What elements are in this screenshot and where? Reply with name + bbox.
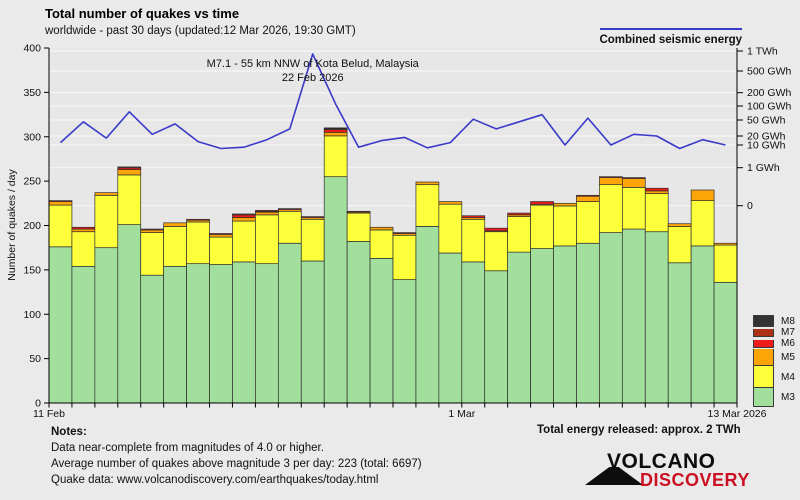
svg-text:0: 0 bbox=[747, 200, 753, 212]
legend-item-m4: M4 bbox=[753, 366, 795, 388]
notes-line-3: Quake data: www.volcanodiscovery.com/ear… bbox=[51, 474, 379, 486]
svg-text:200 GWh: 200 GWh bbox=[747, 87, 792, 99]
svg-text:11 Feb: 11 Feb bbox=[33, 408, 65, 420]
legend-label-m8: M8 bbox=[781, 315, 795, 327]
legend-swatch-m3 bbox=[753, 388, 774, 407]
svg-text:350: 350 bbox=[23, 87, 41, 99]
legend-item-m8: M8 bbox=[753, 315, 795, 327]
svg-text:250: 250 bbox=[23, 176, 41, 188]
logo-word-volcano: VOLCANO bbox=[607, 450, 716, 473]
legend-label-m7: M7 bbox=[781, 327, 795, 338]
svg-text:100: 100 bbox=[23, 309, 41, 321]
axes: 0 50 100 150 200 250 300 350 400 1 TWh 500 GWh 200 … bbox=[6, 43, 792, 421]
svg-text:Number of quakes / day: Number of quakes / day bbox=[6, 169, 18, 281]
energy-legend-label: Combined seismic energy bbox=[599, 34, 742, 46]
notes-heading: Notes: bbox=[51, 426, 87, 438]
legend-swatch-m8 bbox=[753, 315, 774, 327]
notes-line-2: Average number of quakes above magnitude… bbox=[51, 458, 422, 470]
svg-text:1 Mar: 1 Mar bbox=[448, 408, 475, 420]
legend-item-m3: M3 bbox=[753, 388, 795, 407]
svg-text:20 GWh: 20 GWh bbox=[747, 131, 786, 143]
svg-text:50 GWh: 50 GWh bbox=[747, 115, 786, 127]
legend-swatch-m5 bbox=[753, 349, 774, 366]
svg-text:400: 400 bbox=[23, 43, 41, 55]
energy-line-icon bbox=[600, 28, 742, 30]
svg-text:10 GWh: 10 GWh bbox=[747, 140, 786, 152]
svg-text:M7.1 - 55 km NNW of Kota Belud: M7.1 - 55 km NNW of Kota Belud, Malaysia bbox=[207, 58, 420, 70]
page-subtitle: worldwide - past 30 days (updated:12 Mar… bbox=[45, 25, 356, 37]
svg-text:500 GWh: 500 GWh bbox=[747, 66, 792, 78]
gridlines bbox=[49, 50, 737, 207]
legend-item-m6: M6 bbox=[753, 338, 795, 349]
energy-legend: Combined seismic energy bbox=[599, 28, 742, 46]
volcano-discovery-logo: VOLCANO DISCOVERY bbox=[585, 450, 765, 496]
svg-text:0: 0 bbox=[35, 398, 41, 410]
svg-text:100 GWh: 100 GWh bbox=[747, 101, 792, 113]
magnitude-legend: M8 M7 M6 M5 M4 M3 bbox=[753, 315, 795, 407]
svg-text:13 Mar 2026: 13 Mar 2026 bbox=[708, 408, 767, 420]
legend-item-m7: M7 bbox=[753, 327, 795, 338]
svg-text:300: 300 bbox=[23, 131, 41, 143]
notes-line-1: Data near-complete from magnitudes of 4.… bbox=[51, 442, 324, 454]
logo-word-discovery: DISCOVERY bbox=[640, 470, 750, 490]
legend-label-m5: M5 bbox=[781, 352, 795, 363]
svg-text:50: 50 bbox=[29, 353, 41, 365]
svg-text:150: 150 bbox=[23, 264, 41, 276]
legend-item-m5: M5 bbox=[753, 349, 795, 366]
legend-label-m3: M3 bbox=[781, 392, 795, 403]
quake-annotation: M7.1 - 55 km NNW of Kota Belud, Malaysia… bbox=[207, 58, 420, 84]
svg-text:1 TWh: 1 TWh bbox=[747, 46, 778, 58]
energy-line bbox=[59, 53, 726, 150]
legend-swatch-m6 bbox=[753, 339, 774, 348]
total-energy-label: Total energy released: approx. 2 TWh bbox=[537, 424, 741, 436]
legend-swatch-m7 bbox=[753, 328, 774, 337]
notes-block: Notes: Data near-complete from magnitude… bbox=[51, 424, 422, 488]
page-title: Total number of quakes vs time bbox=[45, 6, 240, 21]
legend-label-m6: M6 bbox=[781, 338, 795, 349]
svg-text:1 GWh: 1 GWh bbox=[747, 162, 780, 174]
legend-label-m4: M4 bbox=[781, 371, 795, 383]
legend-swatch-m4 bbox=[753, 366, 774, 388]
svg-text:22 Feb 2026: 22 Feb 2026 bbox=[282, 72, 344, 84]
svg-text:200: 200 bbox=[23, 220, 41, 232]
